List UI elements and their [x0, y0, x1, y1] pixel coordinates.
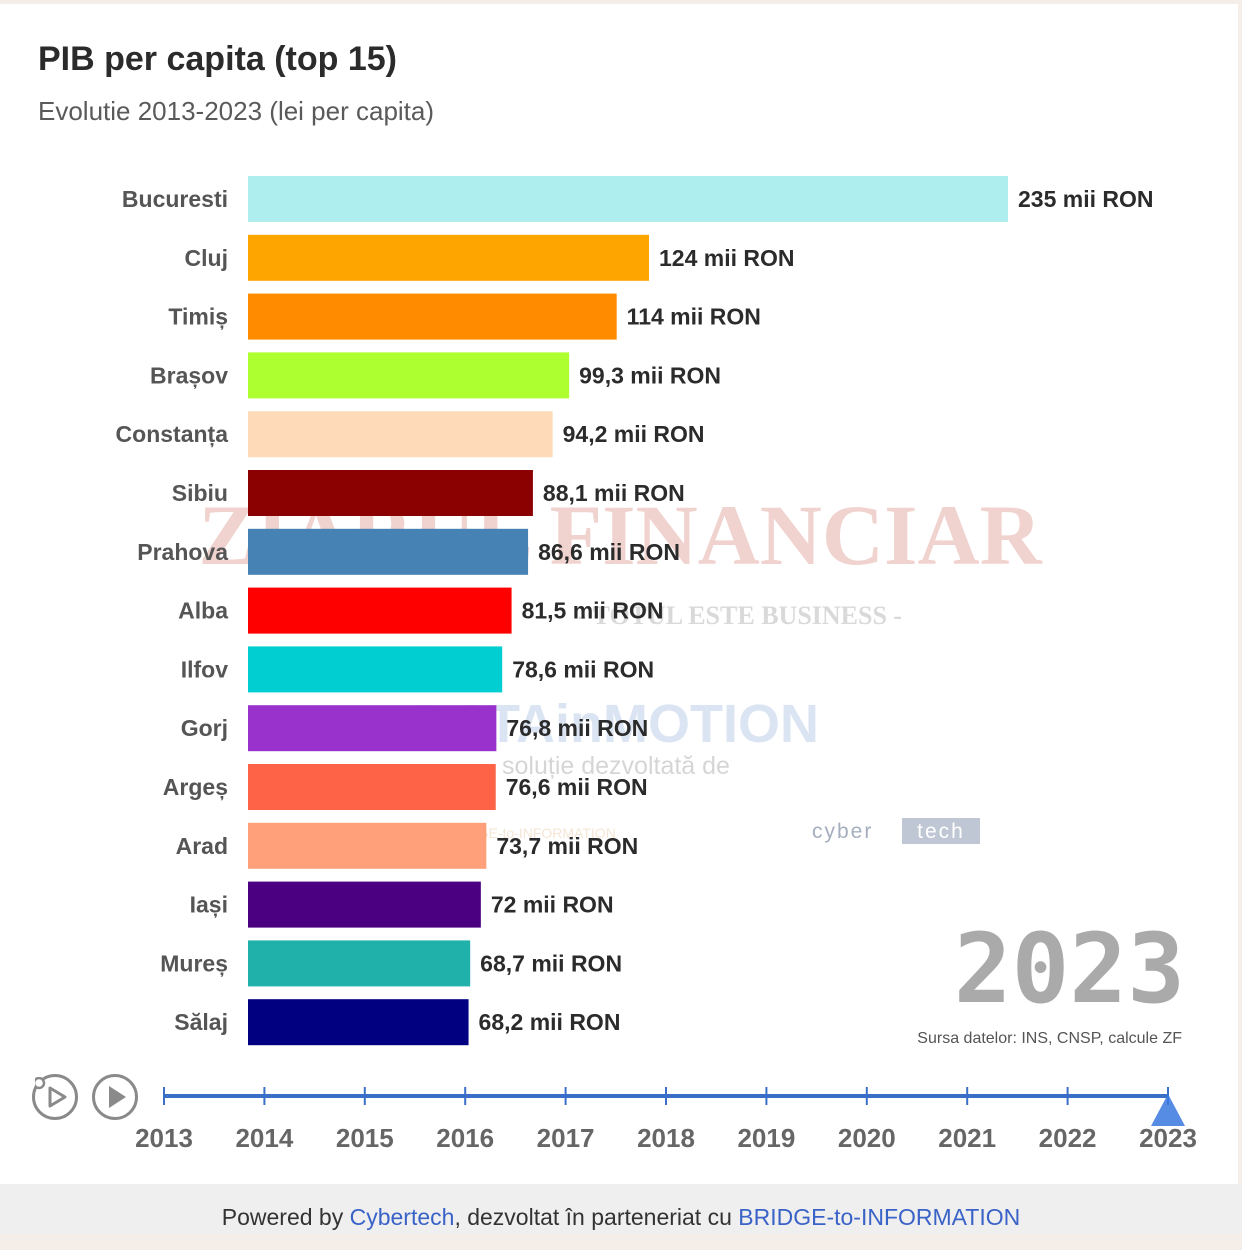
- bars-group: Bucuresti 235 mii RON Cluj 124 mii RON Timiș…: [116, 176, 1154, 1046]
- tech-box: [902, 818, 980, 844]
- category-label: Timiș: [168, 304, 228, 331]
- bar-1: [248, 234, 650, 281]
- tech-text: tech: [917, 820, 965, 843]
- category-label: Prahova: [137, 539, 228, 565]
- play-button[interactable]: [92, 1074, 138, 1120]
- bar-10: [248, 764, 496, 810]
- bar-6: [248, 528, 529, 575]
- timeline-year-2019[interactable]: 2019: [737, 1123, 795, 1153]
- play-icon: [109, 1086, 126, 1108]
- category-label: Alba: [178, 598, 228, 624]
- bar-0: [248, 176, 1008, 222]
- partner-link[interactable]: BRIDGE-to-INFORMATION: [738, 1204, 1021, 1230]
- cyber-text: cyber: [812, 820, 873, 843]
- replay-icon: [35, 1077, 67, 1108]
- partner-watermark: BRIDGE-to-INFORMATION: [444, 825, 616, 841]
- category-label: Cluj: [185, 245, 228, 271]
- category-label: Gorj: [181, 715, 228, 741]
- replay-button[interactable]: [32, 1074, 78, 1120]
- timeline-year-2018[interactable]: 2018: [637, 1123, 695, 1153]
- value-label: 76,8 mii RON: [506, 715, 648, 741]
- category-label: Argeș: [163, 774, 228, 801]
- value-label: 86,6 mii RON: [538, 539, 680, 565]
- value-label: 76,6 mii RON: [506, 774, 648, 800]
- data-source: Sursa datelor: INS, CNSP, calcule ZF: [917, 1030, 1182, 1047]
- timeline-marker-icon[interactable]: [1151, 1094, 1185, 1126]
- timeline-year-2023[interactable]: 2023: [1139, 1123, 1197, 1153]
- footer-prefix: Powered by: [221, 1204, 350, 1230]
- bar-13: [248, 940, 471, 987]
- bar-2: [248, 293, 617, 340]
- chart-title: PIB per capita (top 15): [38, 40, 397, 78]
- footer: Powered by Cybertech, dezvoltat în parte…: [0, 1184, 1242, 1234]
- cybertech-logo: cyber tech: [812, 818, 980, 844]
- timeline-year-2015[interactable]: 2015: [336, 1123, 394, 1153]
- value-label: 94,2 mii RON: [563, 421, 705, 447]
- category-label: Brașov: [150, 362, 228, 389]
- brand-sub-watermark: soluție dezvoltată de: [502, 752, 730, 780]
- cybertech-link[interactable]: Cybertech: [349, 1204, 455, 1230]
- value-label: 99,3 mii RON: [579, 362, 721, 388]
- value-label: 78,6 mii RON: [512, 656, 654, 682]
- bar-11: [248, 822, 487, 869]
- current-year-display: 2023: [954, 913, 1185, 1025]
- value-label: 68,2 mii RON: [479, 1009, 621, 1035]
- bar-4: [248, 411, 553, 458]
- value-label: 68,7 mii RON: [480, 950, 622, 976]
- category-label: Iași: [190, 892, 228, 919]
- bar-12: [248, 881, 481, 928]
- category-label: Sălaj: [174, 1009, 228, 1035]
- category-label: Ilfov: [181, 656, 228, 682]
- year-timeline[interactable]: 2013 2014 2015 2016 2017 2018 2019 2020 2021 2022…: [135, 1087, 1197, 1153]
- bar-3: [248, 352, 570, 399]
- category-label: Constanța: [116, 421, 229, 448]
- bar-5: [248, 470, 533, 516]
- timeline-year-2016[interactable]: 2016: [436, 1123, 494, 1153]
- timeline-year-2022[interactable]: 2022: [1039, 1123, 1097, 1153]
- category-label: Mureș: [160, 950, 228, 977]
- bar-14: [248, 999, 469, 1046]
- timeline-year-2020[interactable]: 2020: [838, 1123, 896, 1153]
- timeline-year-2014[interactable]: 2014: [235, 1123, 293, 1153]
- category-label: Arad: [176, 833, 228, 859]
- value-label: 235 mii RON: [1018, 186, 1154, 212]
- value-label: 88,1 mii RON: [543, 480, 685, 506]
- bar-chart: ZIARUL FINANCIAR - TOTUL ESTE BUSINESS -…: [116, 176, 1197, 1153]
- footer-middle: , dezvoltat în parteneriat cu: [454, 1204, 739, 1230]
- value-label: 72 mii RON: [491, 892, 614, 918]
- value-label: 81,5 mii RON: [522, 598, 664, 624]
- tagline-watermark: - TOTUL ESTE BUSINESS -: [578, 601, 902, 630]
- timeline-year-2017[interactable]: 2017: [537, 1123, 595, 1153]
- category-label: Bucuresti: [122, 186, 228, 212]
- timeline-year-2013[interactable]: 2013: [135, 1123, 193, 1153]
- value-label: 124 mii RON: [659, 245, 795, 271]
- value-label: 114 mii RON: [627, 304, 761, 330]
- timeline-year-2021[interactable]: 2021: [938, 1123, 996, 1153]
- value-label: 73,7 mii RON: [496, 833, 638, 859]
- bar-7: [248, 587, 512, 634]
- bar-8: [248, 646, 503, 693]
- chart-subtitle: Evolutie 2013-2023 (lei per capita): [38, 96, 435, 126]
- category-label: Sibiu: [172, 480, 228, 506]
- bar-9: [248, 705, 497, 752]
